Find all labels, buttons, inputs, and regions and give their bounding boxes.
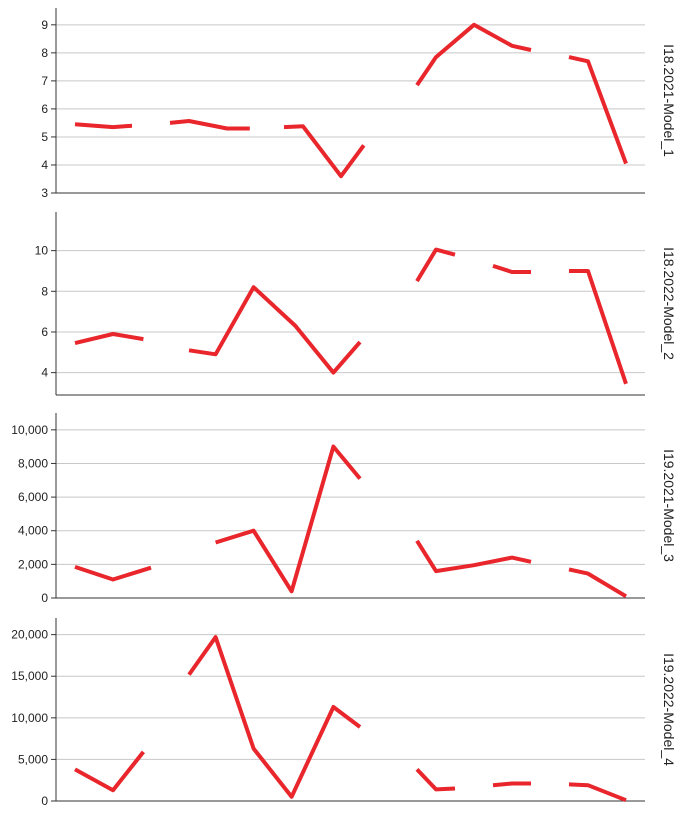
series-line-segment-1 — [74, 122, 133, 130]
y-tick-label: 6 — [41, 102, 48, 116]
y-tick-label: 5 — [41, 130, 48, 144]
y-tick-label: 7 — [41, 74, 48, 88]
y-tick-label: 4,000 — [18, 524, 48, 538]
series-line-segment-2 — [188, 285, 362, 375]
series-line-segment-4 — [568, 567, 628, 599]
y-tick-label: 20,000 — [11, 628, 48, 642]
panel-title: I19.2021-Model_3 — [661, 449, 677, 562]
panel-title: I19.2022-Model_4 — [661, 653, 677, 766]
y-tick-label: 3 — [41, 186, 48, 200]
series-line-segment-3 — [415, 247, 456, 283]
y-tick-label: 0 — [41, 794, 48, 808]
y-tick-label: 6 — [41, 325, 48, 339]
series-line-segment-2 — [215, 444, 362, 594]
y-tick-label: 4 — [41, 366, 48, 380]
panel-3: 0 2,000 4,000 6,000 8,000 10,000 I19.2021-Mode… — [11, 413, 677, 605]
y-tick-label: 10,000 — [11, 711, 48, 725]
series-line-segment-4 — [492, 781, 531, 788]
y-tick-label: 8 — [41, 284, 48, 298]
y-tick-label: 15,000 — [11, 669, 48, 683]
series-line-segment-1 — [74, 565, 152, 582]
panel-title: I18.2021-Model_1 — [661, 44, 677, 157]
y-tick-label: 0 — [41, 591, 48, 605]
panel-title: I18.2022-Model_2 — [661, 247, 677, 360]
series-line-segment-4 — [492, 263, 531, 274]
y-tick-label: 8 — [41, 46, 48, 60]
series-line-segment-3 — [283, 124, 366, 179]
series-line-segment-3 — [415, 539, 532, 574]
series-line-segment-3 — [415, 768, 456, 792]
series-line-segment-5 — [568, 782, 627, 803]
panel-1: 3 4 5 6 7 8 9 I18.2021-Model_1 — [41, 8, 677, 200]
y-tick-label: 10 — [35, 244, 49, 258]
y-tick-label: 6,000 — [18, 490, 48, 504]
series-line-segment-1 — [74, 750, 145, 793]
y-tick-label: 10,000 — [11, 423, 48, 437]
series-line-segment-5 — [569, 269, 628, 385]
y-tick-label: 5,000 — [18, 752, 48, 766]
panel-4: 0 5,000 10,000 15,000 20,000 I19.2022-Model_4 — [11, 618, 677, 808]
panel-2: 4 6 8 10 I18.2022-Model_2 — [35, 212, 677, 396]
y-tick-label: 2,000 — [18, 557, 48, 571]
series-line-segment-2 — [187, 635, 362, 799]
series-line-segment-5 — [568, 55, 628, 165]
series-line-segment-4 — [415, 22, 532, 87]
y-tick-label: 8,000 — [18, 456, 48, 470]
series-line-segment-1 — [74, 332, 144, 346]
series-line-segment-2 — [169, 119, 250, 131]
y-tick-label: 4 — [41, 158, 48, 172]
y-tick-label: 9 — [41, 18, 48, 32]
